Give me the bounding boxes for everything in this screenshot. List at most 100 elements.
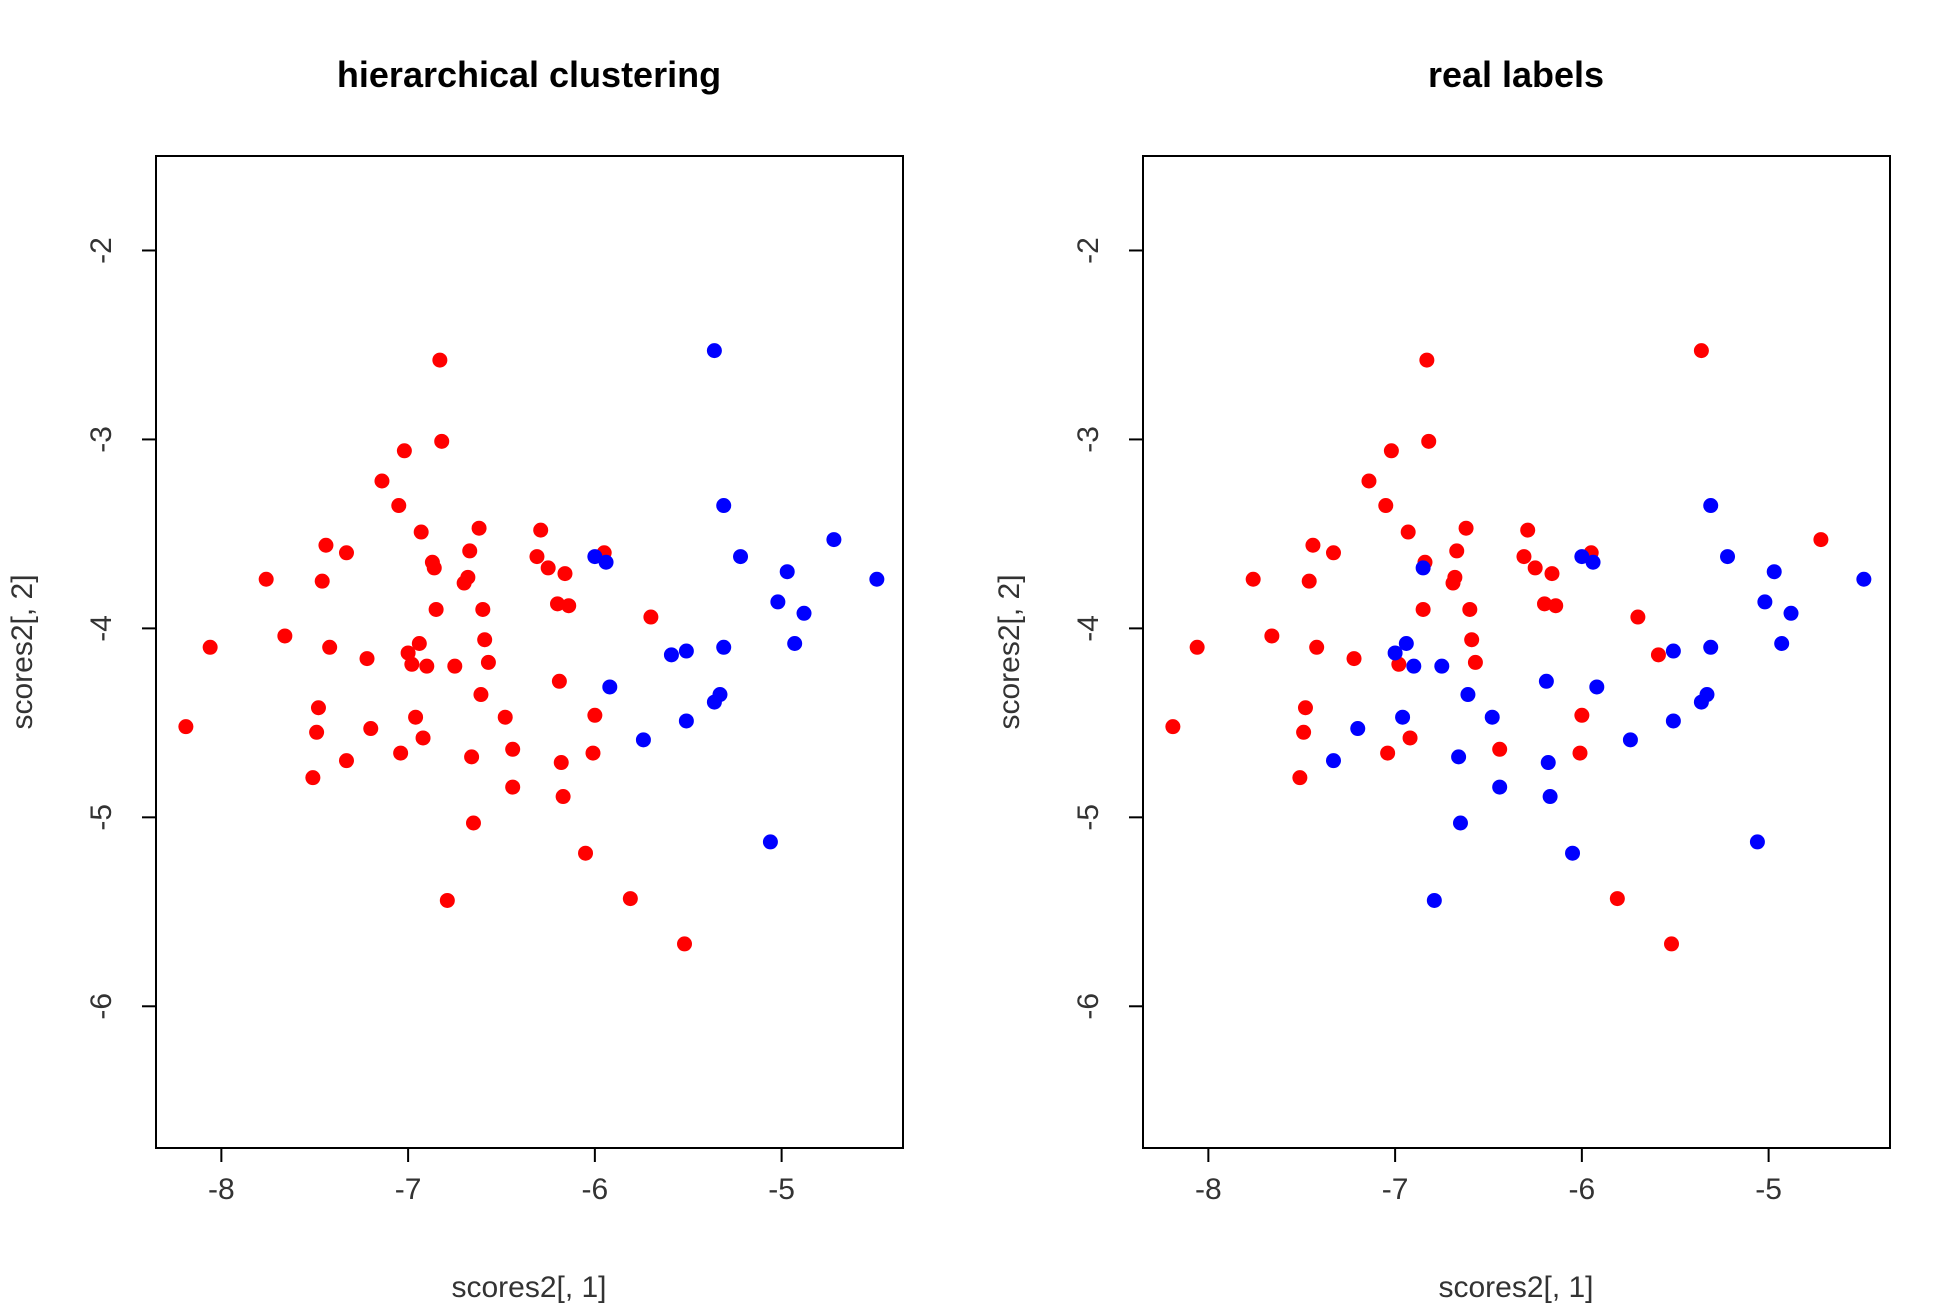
data-point [1361,473,1377,489]
data-point [770,594,786,610]
data-point [1630,609,1646,625]
axis-ticks: -8 -7 -6 -5 -2 -3 -4 -5 -6 [85,237,795,1206]
data-point [678,643,694,659]
data-point [1415,560,1431,576]
chart-title: hierarchical clustering [337,54,721,95]
data-point [1449,543,1465,559]
plot-frame [1142,155,1891,1149]
data-point [505,741,521,757]
data-point [1447,569,1463,585]
data-point [643,609,659,625]
data-point [277,628,293,644]
data-point [1650,647,1666,663]
data-point [677,936,693,952]
data-point [413,524,429,540]
y-tick-label: -4 [85,615,118,642]
data-point [1544,566,1560,582]
x-tick-label: -5 [1755,1173,1782,1206]
data-point [1398,635,1414,651]
data-point [447,658,463,674]
data-point [1520,522,1536,538]
data-point [505,779,521,795]
data-point [550,596,566,612]
data-point [796,605,812,621]
data-point [1537,596,1553,612]
data-point [434,433,450,449]
data-point [178,719,194,735]
data-point [1350,721,1366,737]
data-point [363,721,379,737]
data-point [480,654,496,670]
data-point [1783,605,1799,621]
y-tick-label: -5 [1072,804,1105,831]
data-point [1400,524,1416,540]
data-point [585,745,601,761]
data-point [1540,755,1556,771]
data-point [1538,673,1554,689]
data-point [553,755,569,771]
data-point [578,845,594,861]
data-point [1305,537,1321,553]
data-point [1419,352,1435,368]
data-point [396,443,412,459]
y-tick-label: -3 [1072,426,1105,453]
data-point [1387,645,1403,661]
data-point [1749,834,1765,850]
data-point [551,673,567,689]
data-point [1297,700,1313,716]
chart-title: real labels [1428,54,1604,95]
data-point [1434,658,1450,674]
x-axis-label: scores2[, 1] [1438,1271,1593,1304]
data-point [338,753,354,769]
plot-frame [155,155,904,1149]
data-point [1264,628,1280,644]
data-point [465,815,481,831]
data-point [202,639,218,655]
data-point [473,687,489,703]
data-point [1462,601,1478,617]
data-point [1813,532,1829,548]
y-axis-label: scores2[, 2] [993,574,1026,729]
data-points [178,343,885,952]
data-point [1467,654,1483,670]
data-point [1402,730,1418,746]
data-point [1378,498,1394,514]
data-point [716,498,732,514]
data-point [411,635,427,651]
data-point [462,543,478,559]
data-point [1665,713,1681,729]
data-point [305,770,321,786]
data-point [400,645,416,661]
data-point [716,639,732,655]
data-point [374,473,390,489]
data-point [415,730,431,746]
data-point [310,700,326,716]
x-tick-label: -6 [582,1173,609,1206]
data-point [359,651,375,667]
data-point [529,549,545,565]
data-point [1492,741,1508,757]
data-point [1391,656,1407,672]
data-point [1464,632,1480,648]
data-point [1451,749,1467,765]
data-point [471,520,487,536]
data-point [1245,571,1261,587]
data-point [678,713,694,729]
data-point [1301,573,1317,589]
data-point [309,724,325,740]
data-point [557,566,573,582]
data-point [1664,936,1680,952]
data-points [1165,343,1872,952]
data-point [1542,789,1558,805]
x-tick-label: -6 [1569,1173,1596,1206]
data-point [497,709,513,725]
data-point [1165,719,1181,735]
data-point [1426,892,1442,908]
data-point [1774,635,1790,651]
data-point [1296,724,1312,740]
data-point [1665,643,1681,659]
x-tick-label: -8 [208,1173,235,1206]
x-axis-label: scores2[, 1] [451,1271,606,1304]
data-point [428,601,444,617]
